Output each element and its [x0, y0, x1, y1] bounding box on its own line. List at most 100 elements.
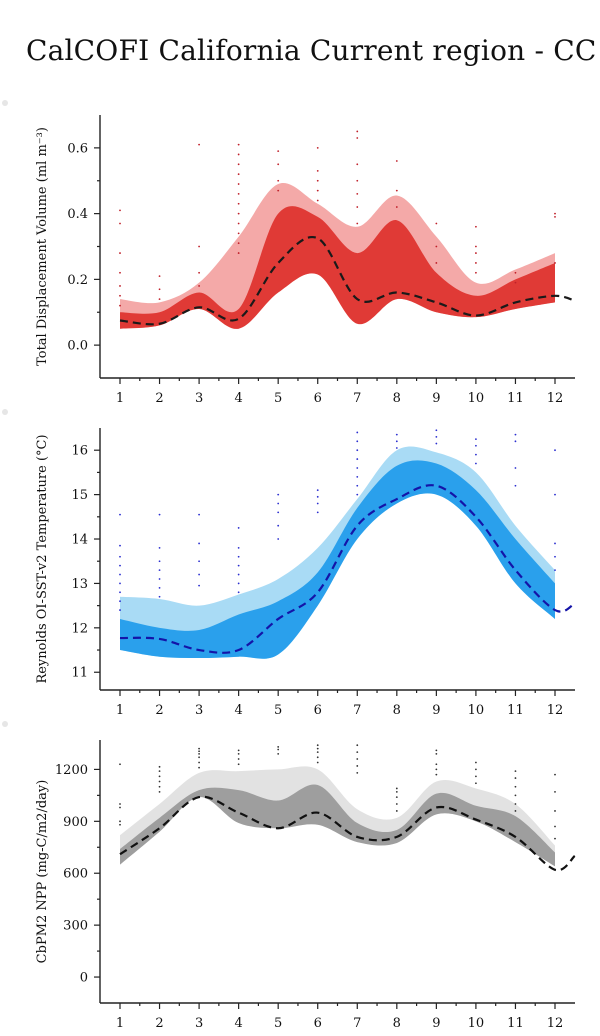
observation-point	[356, 484, 359, 487]
observation-point	[435, 749, 438, 752]
observation-point	[514, 794, 517, 797]
observation-point	[119, 252, 121, 254]
y-tick-label: 0	[80, 971, 88, 986]
x-tick-label: 2	[155, 1016, 163, 1031]
observation-point	[158, 288, 161, 291]
observation-point	[119, 582, 121, 585]
observation-point	[316, 179, 319, 182]
mean-line	[119, 484, 576, 654]
observation-point	[277, 502, 280, 505]
observation-point	[119, 513, 121, 516]
observation-point	[514, 440, 517, 443]
observation-point	[395, 787, 398, 790]
observation-point	[277, 752, 280, 755]
observation-point	[475, 252, 477, 254]
x-tick-label: 1	[116, 391, 124, 406]
panel-marker-dot	[2, 721, 8, 727]
x-tick-label: 12	[547, 703, 564, 718]
observation-point	[514, 810, 517, 812]
observation-point	[237, 212, 240, 215]
observation-point	[554, 555, 556, 558]
x-tick-label: 8	[393, 391, 401, 406]
x-tick-label: 3	[195, 391, 203, 406]
observation-point	[475, 245, 477, 248]
observation-point	[158, 560, 161, 563]
observation-point	[356, 431, 359, 434]
observation-point	[158, 578, 161, 580]
observation-point	[395, 206, 398, 208]
x-tick-label: 10	[468, 391, 485, 406]
observation-point	[119, 209, 121, 212]
observation-point	[119, 294, 121, 297]
y-tick-label: 300	[63, 919, 88, 934]
observation-point	[356, 222, 359, 225]
observation-point	[237, 763, 240, 766]
observation-point	[119, 763, 121, 766]
observation-point	[198, 513, 200, 516]
observation-point	[514, 770, 517, 773]
y-tick-label: 0.6	[67, 141, 88, 156]
y-tick-label: 900	[63, 815, 88, 830]
observation-point	[554, 773, 556, 776]
observation-point	[119, 803, 121, 805]
x-tick-label: 7	[353, 391, 361, 406]
observation-point	[316, 756, 319, 759]
y-tick-label: 1200	[55, 763, 88, 778]
observation-point	[356, 751, 359, 754]
observation-point	[119, 573, 121, 576]
observation-point	[158, 569, 161, 571]
observation-point	[395, 796, 398, 798]
observation-point	[475, 444, 477, 447]
observation-point	[158, 791, 161, 793]
observation-point	[514, 484, 517, 487]
x-tick-label: 7	[353, 703, 361, 718]
x-tick-label: 7	[353, 1016, 361, 1031]
observation-point	[237, 193, 240, 195]
observation-point	[316, 751, 319, 754]
observation-point	[237, 183, 240, 185]
observation-point	[554, 449, 556, 452]
observation-point	[198, 750, 200, 753]
observation-point	[237, 591, 240, 594]
observation-point	[475, 768, 477, 771]
observation-point	[356, 493, 359, 496]
observation-point	[277, 748, 280, 751]
observation-point	[158, 770, 161, 773]
x-tick-label: 2	[155, 391, 163, 406]
observation-point	[475, 782, 477, 785]
observation-point	[554, 212, 556, 215]
y-tick-label: 11	[71, 666, 88, 681]
observation-point	[316, 495, 319, 498]
observation-point	[554, 216, 556, 218]
observation-point	[237, 163, 240, 166]
y-tick-label: 600	[63, 867, 88, 882]
observation-point	[158, 547, 161, 549]
observation-point	[119, 609, 121, 611]
observation-point	[316, 146, 319, 149]
y-axis-label: Total Displacement Volume (ml m⁻³)	[35, 127, 50, 366]
y-axis-label: Reynolds OI-SST-v2 Temperature (°C)	[35, 434, 50, 683]
observation-point	[277, 179, 280, 182]
x-tick-label: 11	[507, 391, 524, 406]
observation-point	[475, 775, 477, 778]
observation-point	[435, 262, 438, 264]
observation-point	[316, 189, 319, 192]
observation-point	[198, 761, 200, 764]
x-tick-label: 12	[547, 391, 564, 406]
observation-point	[395, 433, 398, 436]
observation-point	[158, 775, 161, 778]
observation-point	[237, 749, 240, 752]
x-tick-label: 6	[314, 391, 322, 406]
y-tick-label: 14	[71, 533, 88, 548]
y-tick-label: 16	[71, 444, 88, 459]
observation-point	[356, 744, 359, 747]
observation-point	[198, 245, 200, 248]
observation-point	[198, 271, 200, 274]
observation-point	[237, 547, 240, 549]
observation-point	[119, 600, 121, 603]
observation-point	[237, 564, 240, 567]
observation-point	[198, 766, 200, 769]
observation-point	[119, 806, 121, 809]
y-axis-label: CbPM2 NPP (mg-C/m2/day)	[35, 780, 50, 964]
